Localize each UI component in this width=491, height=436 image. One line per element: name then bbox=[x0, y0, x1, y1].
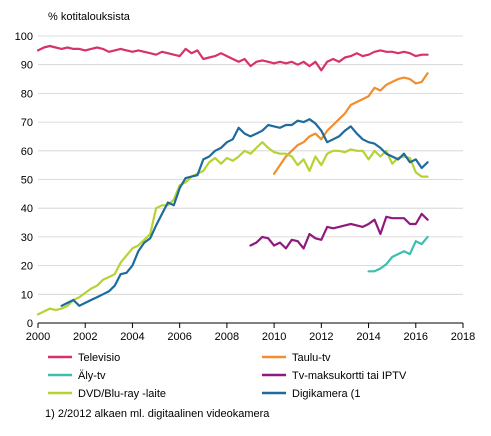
y-tick-label: 40 bbox=[21, 203, 33, 215]
grid bbox=[38, 35, 463, 295]
y-tick-label: 70 bbox=[21, 117, 33, 129]
x-tick-label: 2008 bbox=[215, 331, 239, 343]
y-tick-label: 30 bbox=[21, 232, 33, 244]
y-axis-title: % kotitalouksista bbox=[48, 11, 131, 23]
legend-label-1: Taulu-tv bbox=[292, 352, 331, 364]
series-line-1 bbox=[273, 72, 429, 175]
series-line-2 bbox=[367, 235, 429, 273]
x-tick-label: 2014 bbox=[356, 331, 380, 343]
legend-label-0: Televisio bbox=[78, 352, 120, 364]
y-tick-label: 20 bbox=[21, 261, 33, 273]
x-axis: 2000 2002 2004 2006 2008 2010 2012 2014 2016 2018 bbox=[26, 322, 475, 343]
series-line-5 bbox=[60, 118, 429, 307]
y-tick-label: 90 bbox=[21, 60, 33, 72]
legend-label-5: Digikamera (1 bbox=[292, 388, 360, 400]
legend: Televisio Taulu-tv Äly-tv Tv-maksukortti ta… bbox=[48, 352, 407, 400]
legend-label-4: DVD/Blu-ray -laite bbox=[78, 388, 166, 400]
y-tick-label: 60 bbox=[21, 146, 33, 158]
series-line-0 bbox=[36, 44, 429, 72]
x-tick-label: 2010 bbox=[262, 331, 286, 343]
y-tick-label: 0 bbox=[27, 318, 33, 330]
x-tick-label: 2016 bbox=[404, 331, 428, 343]
x-tick-label: 2004 bbox=[120, 331, 144, 343]
y-axis: 0 10 20 30 40 50 60 70 80 90 100 bbox=[15, 31, 33, 330]
y-tick-label: 10 bbox=[21, 289, 33, 301]
legend-label-2: Äly-tv bbox=[78, 370, 106, 382]
x-tick-label: 2000 bbox=[26, 331, 50, 343]
legend-label-3: Tv-maksukortti tai IPTV bbox=[292, 370, 407, 382]
y-tick-label: 100 bbox=[15, 31, 33, 43]
series-lines bbox=[36, 44, 429, 316]
x-tick-label: 2012 bbox=[309, 331, 333, 343]
series-line-3 bbox=[249, 212, 429, 250]
x-tick-label: 2006 bbox=[167, 331, 191, 343]
x-tick-label: 2002 bbox=[73, 331, 97, 343]
x-tick-label: 2018 bbox=[451, 331, 475, 343]
y-tick-label: 80 bbox=[21, 88, 33, 100]
y-tick-label: 50 bbox=[21, 175, 33, 187]
footnote: 1) 2/2012 alkaen ml. digitaalinen videok… bbox=[45, 408, 270, 420]
series-line-4 bbox=[36, 141, 429, 316]
